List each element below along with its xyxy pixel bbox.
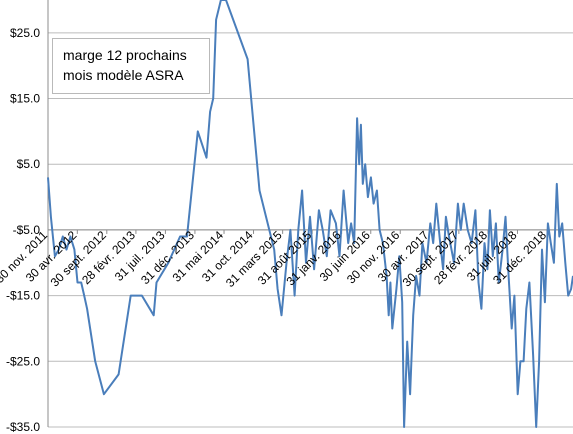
y-tick-label: $25.0: [10, 26, 40, 40]
y-tick-label: -$15.0: [6, 289, 40, 303]
legend-label: marge 12 prochains mois modèle ASRA: [63, 47, 187, 83]
y-tick-label: -$25.0: [6, 354, 40, 368]
y-tick-label: $15.0: [10, 92, 40, 106]
y-axis-tick-labels: $25.0 $15.0 $5.0 -$5.0 -$15.0 -$25.0 -$35.0: [6, 26, 40, 434]
y-tick-label: -$5.0: [13, 223, 41, 237]
series-layer: [47, 0, 573, 428]
series-line: [47, 0, 573, 428]
y-tick-label: -$35.0: [6, 420, 40, 434]
y-tick-label: $5.0: [17, 157, 41, 171]
legend: marge 12 prochains mois modèle ASRA: [52, 38, 210, 94]
